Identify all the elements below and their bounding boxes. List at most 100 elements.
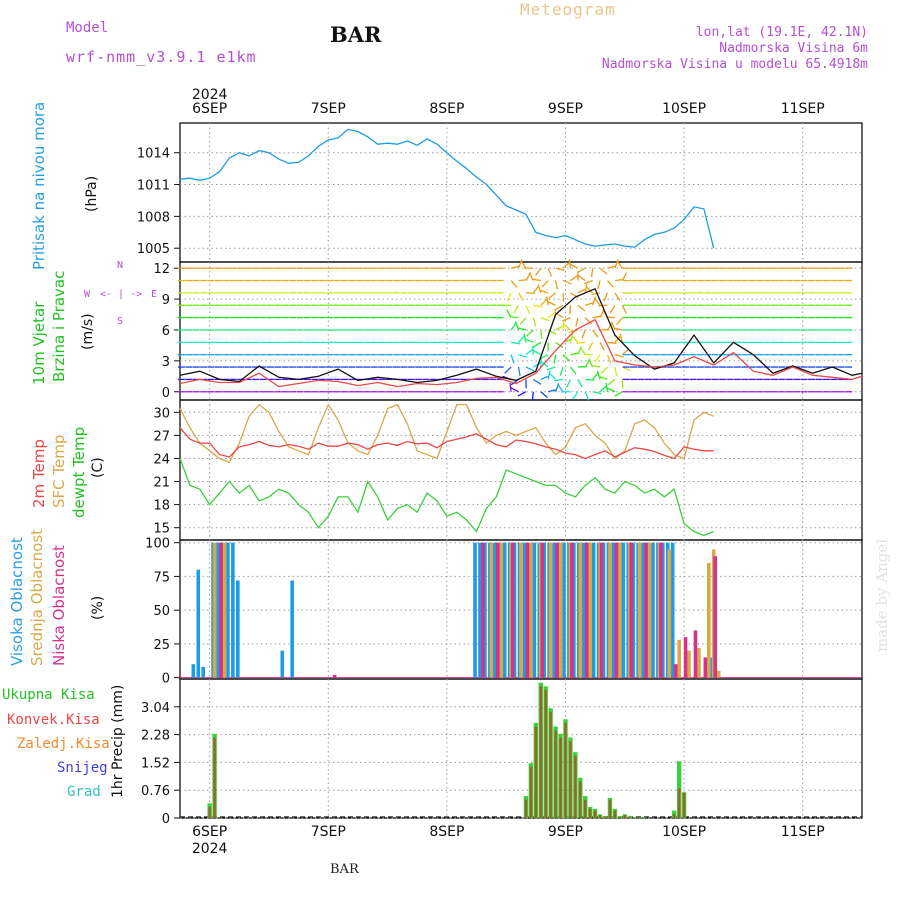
wind-arrow bbox=[555, 325, 564, 331]
wind-arrow bbox=[532, 285, 540, 294]
top-day-label: 10SEP bbox=[662, 101, 706, 117]
wind-arrow bbox=[553, 354, 557, 364]
y-tick-label: 9 bbox=[162, 293, 170, 308]
sfc-temp-line bbox=[179, 403, 714, 464]
wind-arrow bbox=[532, 341, 542, 348]
y-tick-label: 75 bbox=[153, 570, 170, 585]
wind-arrow bbox=[510, 265, 521, 269]
cloud-high-bar bbox=[532, 542, 537, 678]
y-tick-label: 30 bbox=[153, 406, 170, 421]
wind-arrow bbox=[584, 391, 590, 401]
precip-conv-bar bbox=[593, 810, 597, 818]
wind-arrow bbox=[565, 379, 572, 388]
cloud-high-bar bbox=[552, 542, 556, 678]
wind-arrow bbox=[533, 361, 542, 368]
cloud-low-bar bbox=[540, 542, 545, 678]
wind-arrow bbox=[596, 370, 601, 380]
precip-conv-bar bbox=[569, 741, 572, 818]
wind-arrow bbox=[533, 304, 543, 308]
cloud-mid-bar bbox=[647, 542, 652, 678]
wind-arrow bbox=[547, 267, 552, 277]
precip-conv-bar bbox=[549, 711, 552, 818]
cloud-low-bar bbox=[495, 542, 500, 678]
precip-conv-bar bbox=[584, 799, 587, 818]
wind-arrow bbox=[607, 265, 617, 269]
wind-arrow bbox=[531, 278, 541, 282]
cloud-low-bar bbox=[570, 542, 574, 678]
wind-arrow bbox=[540, 358, 543, 368]
precip-conv-bar bbox=[623, 815, 626, 818]
wind-arrow bbox=[576, 267, 586, 273]
cloud-high-bar bbox=[201, 666, 206, 678]
wind-arrow bbox=[504, 366, 512, 374]
wind-gust-line bbox=[179, 318, 863, 388]
wind-arrow bbox=[585, 301, 595, 306]
cloud-low-bar bbox=[584, 542, 589, 678]
wind-arrow bbox=[540, 391, 548, 399]
wind-arrow bbox=[575, 317, 579, 327]
wind-arrow bbox=[517, 366, 521, 377]
wind-arrow bbox=[619, 333, 623, 343]
compass-arrows: <- | -> bbox=[100, 289, 143, 300]
precip-conv-bar bbox=[588, 808, 592, 818]
precip-conv-bar bbox=[574, 755, 577, 818]
precip-conv-bar bbox=[682, 792, 686, 818]
precip-conv-bar bbox=[208, 807, 211, 818]
location-label: lon,lat (19.1E, 42.1N) bbox=[695, 25, 868, 40]
wind-arrow bbox=[562, 292, 565, 302]
y-tick-label: 21 bbox=[153, 476, 170, 491]
cloud-mid-bar bbox=[716, 670, 721, 678]
wind-arrow bbox=[607, 378, 616, 386]
y-tick-label: 3 bbox=[162, 355, 170, 370]
wind-arrow bbox=[585, 286, 594, 294]
precip-conv-bar bbox=[554, 730, 557, 818]
wind-arrow bbox=[559, 366, 564, 376]
elevation-label: Nadmorska Visina 6m bbox=[719, 41, 868, 56]
cloud-low-bar bbox=[644, 542, 648, 678]
cloud-high-bar bbox=[231, 542, 235, 678]
wind-arrow bbox=[587, 342, 594, 351]
wind-arrow bbox=[509, 316, 519, 319]
dewpt-line bbox=[179, 458, 714, 537]
y-tick-label: 6 bbox=[162, 324, 170, 339]
wind-arrow bbox=[591, 364, 601, 368]
y-tick-label: 100 bbox=[145, 537, 170, 552]
cloud-high-bar bbox=[522, 542, 527, 678]
wind-arrow bbox=[607, 341, 617, 345]
y-tick-label: 0.76 bbox=[141, 784, 170, 799]
wind-arrow bbox=[518, 354, 528, 358]
wind-arrow bbox=[598, 376, 608, 381]
wind-arrow bbox=[541, 280, 549, 288]
panel-frame bbox=[179, 122, 863, 263]
wind-arrow bbox=[547, 300, 556, 306]
cloud-high-bar bbox=[641, 542, 645, 678]
wind-arrow bbox=[554, 304, 564, 311]
wind-arrow bbox=[599, 385, 608, 393]
cloud-mid-bar bbox=[578, 542, 583, 678]
temp2m-line bbox=[179, 427, 714, 460]
wind-arrow bbox=[572, 391, 579, 400]
model-label: Model bbox=[66, 20, 109, 36]
wind-arrow bbox=[510, 322, 517, 331]
wind-arrow bbox=[537, 284, 542, 294]
wind-arrow bbox=[569, 366, 577, 375]
wind-arrow bbox=[621, 348, 630, 356]
wind-arrow bbox=[557, 384, 564, 393]
wind-arrow bbox=[546, 366, 556, 371]
cloud-mid-bar bbox=[529, 542, 533, 678]
wind-arrow bbox=[526, 329, 534, 337]
wind-arrow bbox=[510, 280, 518, 288]
cloud-high-bar bbox=[562, 542, 566, 678]
wind-arrow bbox=[548, 372, 557, 380]
cloud-low-bar bbox=[713, 556, 718, 678]
wind-arrow bbox=[614, 366, 618, 376]
bottom-day-label: 9SEP bbox=[548, 824, 583, 840]
bottom-day-label: 6SEP bbox=[192, 824, 227, 840]
y-tick-label: 1.52 bbox=[141, 756, 170, 771]
cloud-high-bar bbox=[280, 650, 285, 678]
cloud-high-bar bbox=[621, 542, 626, 678]
precip-conv-bar bbox=[213, 737, 216, 818]
y-tick-label: 0 bbox=[162, 812, 170, 827]
y-tick-label: 24 bbox=[153, 452, 170, 467]
